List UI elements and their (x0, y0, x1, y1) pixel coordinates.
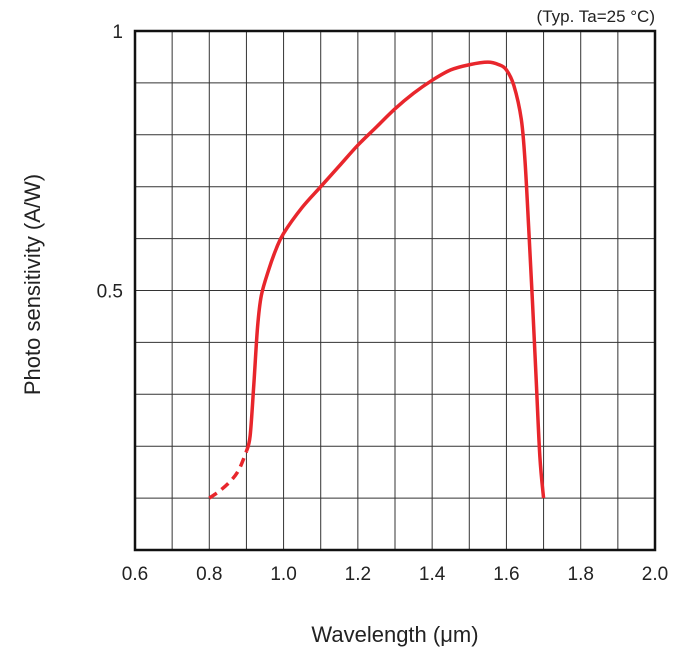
plot-frame (133, 29, 657, 552)
x-tick-label: 1.4 (419, 564, 446, 585)
y-tick-label: 1 (112, 22, 123, 43)
series-group (208, 60, 546, 500)
y-tick-label: 0.5 (97, 282, 123, 303)
x-tick-label: 0.6 (122, 564, 148, 585)
condition-note: (Typ. Ta=25 °C) (537, 7, 655, 26)
x-tick-label: 1.0 (270, 564, 296, 585)
series-line-solid (244, 60, 546, 499)
x-tick-label: 2.0 (642, 564, 668, 585)
x-tick-labels: 0.6 0.8 1.0 1.2 1.4 1.6 1.8 2.0 (122, 564, 668, 585)
y-axis-title: Photo sensitivity (A/W) (20, 174, 45, 395)
x-tick-label: 1.2 (345, 564, 371, 585)
grid (135, 31, 655, 550)
x-tick-label: 0.8 (196, 564, 222, 585)
series-line-dashed (208, 450, 249, 500)
x-axis-title: Wavelength (μm) (311, 622, 478, 647)
x-tick-label: 1.8 (568, 564, 594, 585)
x-tick-label: 1.6 (493, 564, 519, 585)
y-tick-labels: 0.51 (97, 22, 123, 303)
